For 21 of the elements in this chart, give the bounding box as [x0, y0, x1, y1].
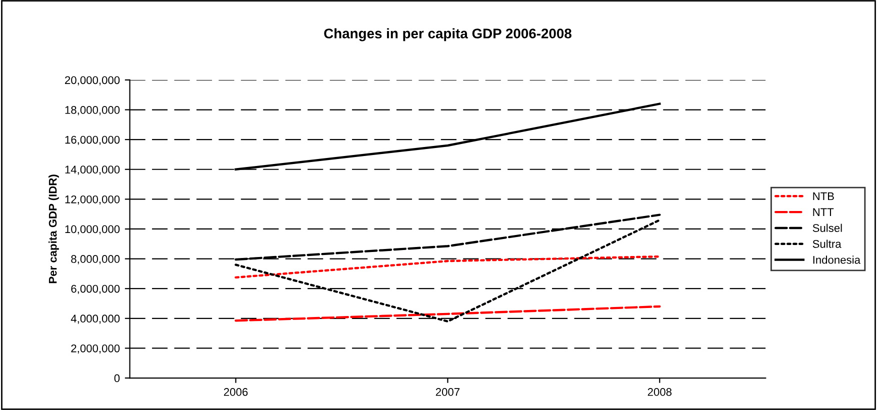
y-tick-label: 14,000,000	[65, 166, 120, 175]
y-tick-label: 18,000,000	[65, 106, 120, 116]
legend-label: Sulsel	[812, 224, 842, 232]
y-tick-label: 2,000,000	[71, 344, 120, 354]
y-tick-label: 16,000,000	[65, 136, 120, 146]
x-tick-label: 2007	[436, 388, 460, 396]
x-tick-label: 2006	[224, 388, 248, 396]
y-tick-label: 8,000,000	[71, 255, 120, 264]
y-tick-label: 12,000,000	[65, 195, 120, 205]
chart-title: Changes in per capita GDP 2006-2008	[324, 28, 572, 42]
legend-label: NTB	[813, 192, 834, 200]
legend-label: NTT	[813, 208, 834, 216]
y-tick-label: 20,000,000	[65, 76, 120, 86]
x-tick-label: 2008	[648, 388, 672, 396]
y-axis-title: Per capita GDP (IDR)	[48, 174, 59, 284]
y-tick-label: 4,000,000	[70, 314, 120, 324]
y-tick-label: 6,000,000	[71, 284, 120, 294]
legend-label: Indonesia	[813, 256, 860, 264]
y-tick-label: 10,000,000	[65, 225, 120, 234]
y-tick-label: 0	[114, 374, 120, 382]
legend-label: Sultra	[812, 240, 842, 248]
